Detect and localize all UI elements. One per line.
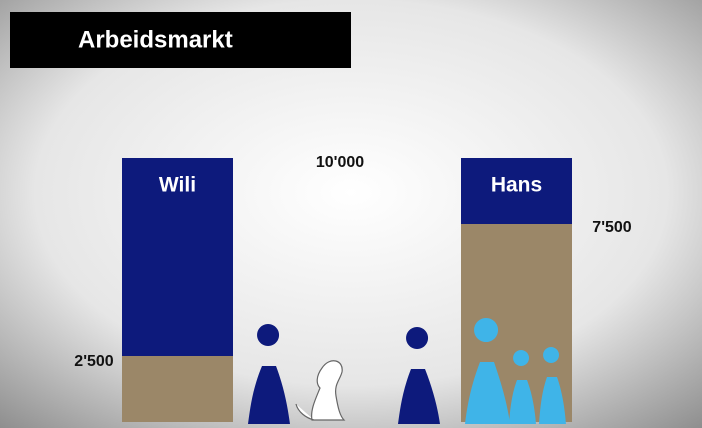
category-label: Wili [159, 174, 196, 197]
category-label: Hans [491, 174, 542, 197]
annotation: 10'000 [316, 154, 364, 171]
bar-segment [122, 356, 233, 422]
value-label: 7'500 [592, 219, 632, 236]
value-label: 2'500 [74, 353, 114, 370]
chart-title: Arbeidsmarkt [78, 26, 233, 53]
scene: Arbeidsmarkt 2'500 Wili 7'500 Hans 10'000 [0, 0, 702, 428]
